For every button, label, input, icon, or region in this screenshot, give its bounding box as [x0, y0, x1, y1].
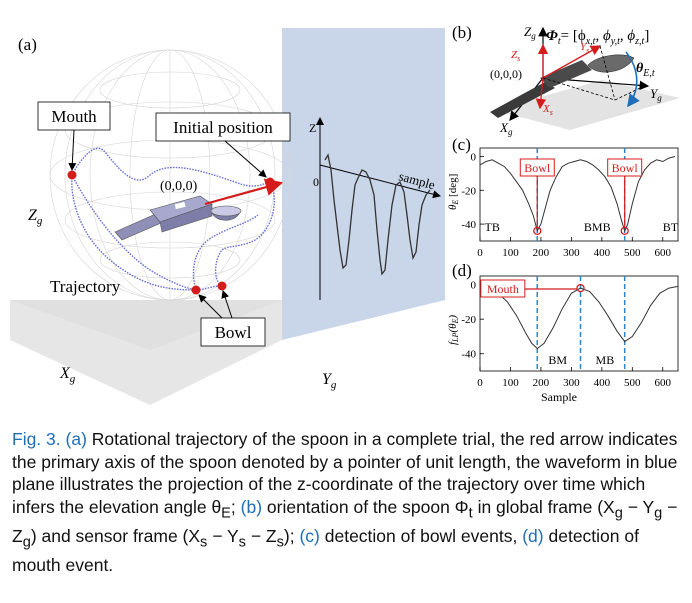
bowl-event-marker [533, 226, 542, 236]
bowl-event-marker [620, 226, 629, 236]
b-zg-label: Zg [524, 24, 536, 41]
y-tick-label: -20 [461, 314, 476, 326]
trajectory-path [71, 147, 276, 291]
trajectory-label: Trajectory [50, 277, 121, 296]
y-tick-label: 0 [471, 280, 477, 292]
caption-text-1-sub: E [221, 505, 231, 521]
phi-equation: Φt= [ϕx,t, ϕy,t, ϕz,t] [546, 28, 649, 47]
figure-caption: Fig. 3. (a) Rotational trajectory of the… [12, 429, 678, 575]
bowl-label: Bowl [215, 323, 252, 342]
panel-a-label: (a) [18, 35, 37, 54]
x-tick-label: 400 [594, 247, 611, 259]
y-tick-label: -40 [461, 219, 476, 231]
caption-ref-b: (b) [240, 496, 263, 517]
caption-text-2: orientation of the spoon Φ [262, 496, 469, 517]
region-label: BM [548, 353, 567, 367]
b-origin-label: (0,0,0) [490, 67, 522, 81]
caption-text-1: Rotational trajectory of the spoon in a … [12, 429, 678, 517]
b-theta-label: θE,t [636, 61, 655, 79]
plane-waveform [324, 153, 431, 276]
initial-position-label: Initial position [173, 118, 273, 137]
mouth-annotation-label: Mouth [487, 282, 519, 296]
panel-d-label: (d) [452, 261, 472, 280]
chart-d-ylabel: fLP(θE) [447, 315, 460, 345]
bowl-point-2 [217, 281, 227, 291]
series-line [479, 156, 676, 233]
b-xg-label: Xg [499, 120, 513, 137]
mouth-label-box [37, 101, 111, 131]
x-tick-label: 600 [655, 247, 672, 259]
panel-c: (c) θE [deg] 0 -20 -40 0 100 200 300 400 500 600 T… [447, 135, 679, 259]
plane-z-label: Z [309, 121, 316, 135]
caption-ref-d: (d) [522, 525, 544, 546]
x-tick-label: 100 [502, 377, 519, 389]
figure: Mouth Initial position Bowl (a) (0,0,0) … [10, 23, 680, 405]
plane-zero-label: 0 [313, 175, 319, 189]
y-tick-label: -20 [461, 185, 476, 197]
x-tick-label: 200 [533, 247, 550, 259]
axis-zg-label: Zg [28, 207, 43, 227]
x-tick-label: 500 [624, 247, 641, 259]
region-label: BMB [584, 220, 611, 234]
mouth-point [67, 170, 77, 180]
chart-c-ylabel: θE [deg] [447, 174, 460, 210]
caption-text-5: detection of mouth event. [12, 525, 639, 575]
origin-label-a: (0,0,0) [160, 179, 198, 194]
b-xs-label: Xs [542, 103, 553, 117]
x-tick-label: 400 [594, 377, 611, 389]
mouth-event-marker [576, 283, 585, 293]
panel-d: (d) fLP(θE) 0 -20 -40 0 100 200 300 400 500 600 BM… [447, 261, 679, 404]
blue-plane [282, 28, 445, 340]
mouth-label: Mouth [51, 107, 97, 126]
caption-ref-c: (c) [299, 525, 320, 546]
y-tick-label: 0 [471, 151, 477, 163]
region-label: MB [596, 353, 615, 367]
b-yg-label: Yg [650, 86, 662, 103]
chart-d: 0 -20 -40 0 100 200 300 400 500 600 BM MB Mouth Sampl… [461, 276, 679, 404]
x-tick-label: 0 [477, 377, 483, 389]
initial-position-box [155, 112, 291, 142]
panel-b: (b) Φt= [ϕx,t, ϕy,t, ϕz,t] Zg Xg Yg Zs X… [452, 23, 680, 137]
x-tick-label: 300 [563, 247, 580, 259]
caption-text-4: detection of bowl events, [319, 525, 518, 546]
chart-c: 0 -20 -40 0 100 200 300 400 500 600 TB BMB BT Bowl Bow… [461, 148, 679, 259]
caption-fig: Fig. 3. [12, 429, 61, 449]
bowl-point-1 [191, 285, 201, 295]
x-tick-label: 600 [655, 377, 672, 389]
bowl-annotation-label: Bowl [524, 161, 551, 175]
axis-yg-label: Yg [322, 371, 337, 391]
x-tick-label: 500 [624, 377, 641, 389]
x-tick-label: 300 [563, 377, 580, 389]
bowl-label-box [200, 317, 266, 347]
spoon-model [114, 195, 242, 241]
caption-text-3: in global frame (Xg − Yg − Zg) and senso… [12, 496, 678, 551]
series-line [480, 285, 679, 350]
panel-c-label: (c) [452, 135, 471, 154]
sphere-mesh [49, 49, 291, 301]
x-tick-label: 0 [477, 247, 483, 259]
caption-text-2-sub: t [468, 505, 473, 521]
axis-xg-label: Xg [59, 365, 76, 385]
primary-axis-arrow [204, 178, 284, 206]
region-label: BT [663, 220, 679, 234]
bowl-annotation-label: Bowl [612, 161, 639, 175]
initial-point [265, 177, 275, 187]
region-label: TB [485, 220, 500, 234]
panel-b-label: (b) [452, 23, 472, 42]
chart-c-frame [479, 147, 679, 242]
x-tick-label: 100 [502, 247, 519, 259]
b-ys-label: Ys [580, 41, 589, 55]
panel-a: Mouth Initial position Bowl (a) (0,0,0) … [10, 28, 445, 405]
x-tick-label: 200 [533, 377, 550, 389]
caption-ref-a: (a) [65, 429, 87, 449]
y-tick-label: -40 [461, 349, 476, 361]
x-axis-label: Sample [541, 390, 577, 404]
b-zs-label: Zs [511, 49, 520, 63]
